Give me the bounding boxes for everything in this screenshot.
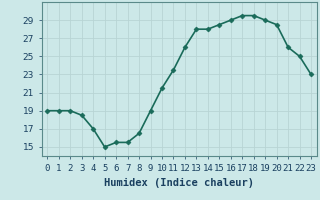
X-axis label: Humidex (Indice chaleur): Humidex (Indice chaleur) bbox=[104, 178, 254, 188]
